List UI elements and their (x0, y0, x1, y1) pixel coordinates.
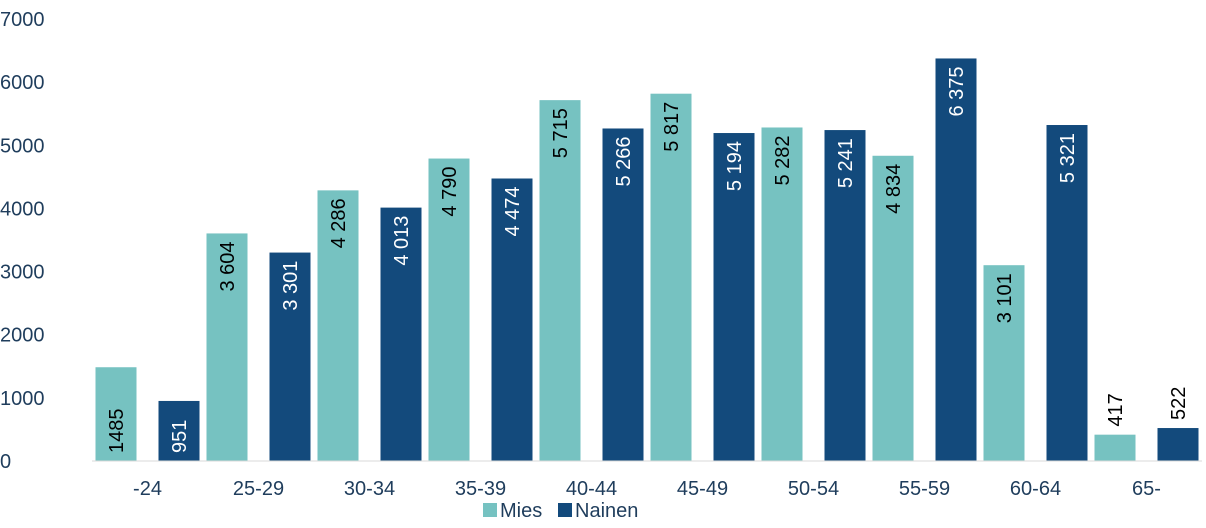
legend-swatch-nainen (558, 503, 572, 517)
x-tick-label: 65- (1132, 478, 1161, 500)
data-label: 5 241 (835, 138, 857, 188)
y-tick-label: 7000 (0, 9, 45, 31)
data-label: 3 604 (217, 241, 239, 291)
bar-mies-1 (95, 367, 137, 461)
y-axis-labels: 0 1000 2000 3000 4000 5000 6000 7000 (0, 9, 45, 473)
x-tick-label: 40-44 (566, 478, 617, 500)
bar-mies-9 (983, 265, 1025, 461)
x-tick-label: 35-39 (455, 478, 506, 500)
data-label: 4 834 (883, 164, 905, 214)
data-label: 5 266 (613, 136, 635, 186)
bar-mies-3 (317, 190, 359, 461)
y-tick-label: 2000 (0, 325, 45, 347)
x-tick-label: 25-29 (233, 478, 284, 500)
data-label: 4 474 (502, 186, 524, 236)
bar-nainen-2 (269, 252, 311, 461)
data-label: 4 286 (328, 198, 350, 248)
data-label: 417 (1105, 393, 1127, 426)
x-tick-label: 30-34 (344, 478, 395, 500)
y-tick-label: 0 (0, 451, 11, 473)
bars: 1485 951 3 604 3 301 4 286 4 013 4 790 4 474 5 7… (95, 58, 1199, 462)
y-tick-label: 5000 (0, 135, 45, 157)
bar-mies-6 (650, 93, 692, 461)
data-label: 6 375 (946, 66, 968, 116)
bar-nainen-5 (602, 128, 644, 461)
data-label: 1485 (106, 409, 128, 454)
data-label: 5 194 (724, 141, 746, 191)
bar-nainen-9 (1046, 125, 1088, 462)
bar-mies-8 (872, 155, 914, 461)
legend-label-mies: Mies (500, 500, 542, 522)
x-tick-label: 60-64 (1010, 478, 1061, 500)
x-tick-label: 45-49 (677, 478, 728, 500)
legend-label-nainen: Nainen (575, 500, 638, 522)
data-label: 5 715 (550, 108, 572, 158)
bar-nainen-8 (935, 58, 977, 461)
data-label: 4 013 (391, 216, 413, 266)
bar-mies-10 (1094, 434, 1136, 461)
x-tick-label: -24 (133, 478, 162, 500)
bar-mies-7 (761, 127, 803, 461)
y-tick-label: 6000 (0, 72, 45, 94)
bar-mies-5 (539, 100, 581, 461)
data-label: 4 790 (439, 167, 461, 217)
data-label: 522 (1168, 387, 1190, 420)
bar-mies-4 (428, 158, 470, 461)
legend: Mies Nainen (483, 500, 638, 522)
legend-swatch-mies (483, 503, 497, 517)
bar-nainen-1 (158, 400, 200, 461)
data-label: 951 (169, 420, 191, 453)
x-tick-label: 50-54 (788, 478, 839, 500)
y-tick-label: 3000 (0, 262, 45, 284)
data-label: 5 282 (772, 135, 794, 185)
bar-nainen-7 (824, 130, 866, 461)
x-tick-label: 55-59 (899, 478, 950, 500)
data-label: 5 817 (661, 102, 683, 152)
bar-nainen-3 (380, 207, 422, 461)
y-tick-label: 4000 (0, 198, 45, 220)
data-label: 5 321 (1057, 133, 1079, 183)
data-label: 3 301 (280, 261, 302, 311)
bar-mies-2 (206, 233, 248, 461)
data-label: 3 101 (994, 273, 1016, 323)
bar-nainen-10 (1157, 428, 1199, 461)
y-tick-label: 1000 (0, 388, 45, 410)
bar-nainen-6 (713, 133, 755, 461)
x-axis-labels: -24 25-29 30-34 35-39 40-44 45-49 50-54 55-59 60… (133, 478, 1161, 500)
bar-nainen-4 (491, 178, 533, 462)
